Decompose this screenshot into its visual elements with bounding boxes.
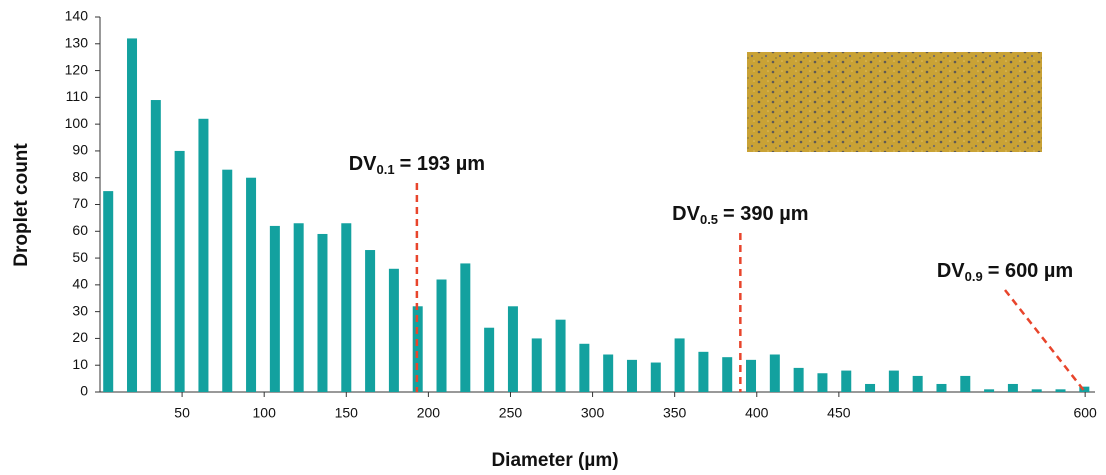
bar: [698, 351, 709, 392]
bar: [293, 223, 304, 392]
bar: [555, 319, 566, 392]
bar: [960, 375, 971, 392]
annotation-text: = 193 µm: [400, 153, 485, 175]
bar: [150, 100, 161, 393]
y-tick-label: 110: [66, 88, 89, 104]
annotation: DV0.5 = 390 µm: [672, 203, 808, 227]
bar: [484, 327, 495, 392]
annotation-text: = 600 µm: [988, 260, 1073, 282]
bar: [365, 250, 376, 392]
bar: [388, 268, 399, 392]
y-tick-label: 30: [72, 302, 88, 318]
x-axis-title: Diameter (µm): [491, 450, 618, 471]
x-tick-label: 400: [745, 405, 769, 421]
bar: [603, 354, 614, 392]
annotation-subscript: 0.9: [965, 269, 983, 284]
x-tick-label: 50: [174, 405, 190, 421]
annotation-subscript: 0.5: [700, 212, 718, 227]
bar: [507, 306, 518, 392]
y-tick-label: 40: [72, 276, 88, 292]
bar: [341, 223, 352, 392]
bar: [174, 150, 185, 392]
y-tick-label: 100: [65, 115, 89, 131]
bar: [793, 367, 804, 392]
bar: [1079, 386, 1090, 392]
bar: [269, 225, 280, 392]
bar: [246, 177, 257, 392]
bar: [936, 383, 947, 392]
x-tick-label: 450: [827, 405, 851, 421]
bar: [746, 359, 757, 392]
bar: [222, 169, 233, 392]
bar: [460, 263, 471, 392]
bar: [841, 370, 852, 392]
bar: [674, 338, 685, 392]
bar: [817, 373, 828, 392]
y-tick-label: 20: [72, 329, 88, 345]
bar: [722, 357, 733, 392]
bar: [531, 338, 542, 392]
x-tick-label: 300: [581, 405, 605, 421]
bar: [912, 375, 923, 392]
y-tick-label: 10: [72, 356, 88, 372]
x-tick-label: 100: [253, 405, 277, 421]
annotation: DV0.9 = 600 µm: [937, 260, 1073, 284]
x-tick-label: 250: [499, 405, 523, 421]
bar: [198, 118, 209, 393]
y-tick-label: 0: [80, 383, 88, 399]
bar: [650, 362, 661, 392]
x-tick-label: 350: [663, 405, 687, 421]
bar: [127, 38, 138, 393]
y-tick-label: 70: [72, 195, 88, 211]
y-tick-label: 120: [65, 61, 89, 77]
bar: [888, 370, 899, 392]
annotation-label: DV: [349, 153, 377, 175]
bar: [1055, 389, 1066, 392]
annotation-subscript: 0.1: [377, 162, 395, 177]
y-tick-label: 140: [65, 8, 89, 24]
bar: [769, 354, 780, 392]
annotation-text: = 390 µm: [723, 203, 808, 225]
annotation-label: DV: [937, 260, 965, 282]
y-tick-label: 60: [72, 222, 88, 238]
y-tick-label: 130: [65, 34, 89, 50]
bar: [1031, 389, 1042, 392]
annotation-label: DV: [672, 203, 700, 225]
bar: [984, 389, 995, 392]
bar: [626, 359, 637, 392]
bar: [579, 343, 590, 392]
annotation-line: [1004, 289, 1087, 393]
x-tick-label: 600: [1073, 405, 1097, 421]
bar: [103, 191, 114, 392]
bar: [436, 279, 447, 392]
y-axis-title: Droplet count: [11, 143, 32, 267]
x-tick-label: 200: [417, 405, 441, 421]
y-tick-label: 80: [72, 168, 88, 184]
bar: [865, 383, 876, 392]
bar: [412, 306, 423, 392]
y-tick-label: 90: [72, 142, 88, 158]
bar: [1007, 383, 1018, 392]
y-tick-label: 50: [72, 249, 88, 265]
inset-photo: [747, 52, 1042, 152]
annotation: DV0.1 = 193 µm: [349, 153, 485, 177]
x-tick-label: 150: [335, 405, 359, 421]
bar: [317, 233, 328, 392]
